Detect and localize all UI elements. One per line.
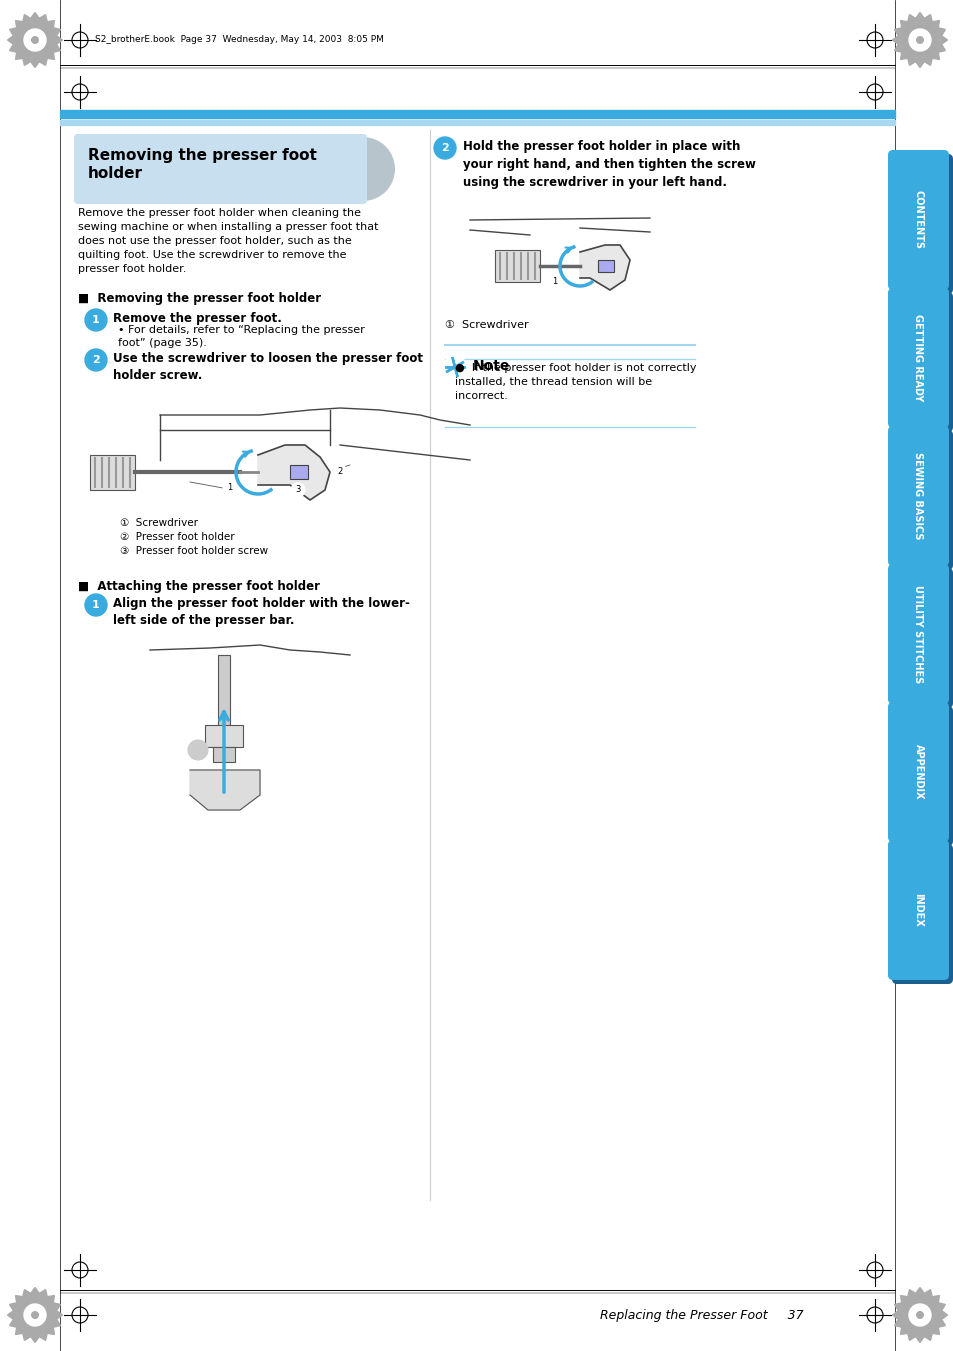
Polygon shape (8, 1288, 63, 1343)
Text: APPENDIX: APPENDIX (913, 744, 923, 800)
Circle shape (434, 136, 456, 159)
Bar (495, 250, 539, 282)
Text: holder: holder (88, 166, 143, 181)
Text: CONTENTS: CONTENTS (913, 190, 923, 250)
Text: INDEX: INDEX (913, 893, 923, 927)
Circle shape (916, 36, 923, 43)
Circle shape (333, 465, 347, 480)
Polygon shape (257, 444, 330, 500)
FancyBboxPatch shape (887, 703, 948, 842)
Polygon shape (579, 245, 629, 290)
Text: ■  Attaching the presser foot holder: ■ Attaching the presser foot holder (78, 580, 319, 593)
FancyBboxPatch shape (887, 288, 948, 428)
FancyBboxPatch shape (74, 134, 367, 204)
Text: SEWING BASICS: SEWING BASICS (913, 453, 923, 540)
FancyBboxPatch shape (887, 840, 948, 979)
Text: 2: 2 (440, 143, 449, 153)
Text: 1: 1 (227, 484, 233, 493)
Polygon shape (8, 12, 63, 68)
FancyBboxPatch shape (891, 844, 952, 984)
FancyBboxPatch shape (891, 154, 952, 295)
Text: Align the presser foot holder with the lower-
left side of the presser bar.: Align the presser foot holder with the l… (112, 597, 410, 627)
Bar (213, 747, 234, 762)
Text: Remove the presser foot.: Remove the presser foot. (112, 312, 281, 326)
Text: ①  Screwdriver: ① Screwdriver (120, 517, 198, 528)
Text: 3: 3 (295, 485, 300, 494)
Text: UTILITY STITCHES: UTILITY STITCHES (913, 585, 923, 684)
Text: Remove the presser foot holder when cleaning the
sewing machine or when installi: Remove the presser foot holder when clea… (78, 208, 378, 274)
Text: Use the screwdriver to loosen the presser foot
holder screw.: Use the screwdriver to loosen the presse… (112, 353, 422, 382)
Circle shape (443, 357, 465, 378)
Text: ②  Presser foot holder: ② Presser foot holder (120, 532, 234, 542)
Text: Removing the presser foot: Removing the presser foot (88, 149, 316, 163)
Circle shape (24, 28, 46, 51)
Circle shape (24, 1304, 46, 1325)
Text: Note: Note (473, 359, 510, 373)
Text: 2: 2 (92, 355, 100, 365)
Bar (218, 655, 230, 735)
Bar (90, 455, 135, 490)
Text: 1: 1 (92, 600, 100, 611)
Text: Hold the presser foot holder in place with
your right hand, and then tighten the: Hold the presser foot holder in place wi… (462, 141, 755, 189)
Polygon shape (892, 1288, 946, 1343)
FancyBboxPatch shape (887, 563, 948, 704)
Text: ●  If the presser foot holder is not correctly
installed, the thread tension wil: ● If the presser foot holder is not corr… (455, 363, 696, 401)
Text: ①  Screwdriver: ① Screwdriver (444, 320, 528, 330)
Polygon shape (190, 770, 260, 811)
FancyBboxPatch shape (887, 150, 948, 290)
Circle shape (547, 276, 561, 289)
Circle shape (223, 481, 236, 494)
Text: • For details, refer to “Replacing the presser
foot” (page 35).: • For details, refer to “Replacing the p… (118, 326, 364, 349)
Circle shape (31, 1312, 38, 1319)
FancyBboxPatch shape (887, 426, 948, 566)
FancyBboxPatch shape (891, 430, 952, 570)
Text: ■  Removing the presser foot holder: ■ Removing the presser foot holder (78, 292, 321, 305)
Polygon shape (892, 12, 946, 68)
FancyBboxPatch shape (891, 567, 952, 708)
Circle shape (291, 484, 305, 497)
Circle shape (85, 594, 107, 616)
Text: Replacing the Presser Foot     37: Replacing the Presser Foot 37 (599, 1309, 802, 1321)
Circle shape (85, 309, 107, 331)
Bar (598, 259, 614, 272)
Circle shape (31, 36, 38, 43)
Circle shape (908, 1304, 930, 1325)
Circle shape (916, 1312, 923, 1319)
FancyBboxPatch shape (891, 707, 952, 846)
Circle shape (908, 28, 930, 51)
Bar (60, 120, 894, 126)
Text: S2_brotherE.book  Page 37  Wednesday, May 14, 2003  8:05 PM: S2_brotherE.book Page 37 Wednesday, May … (95, 35, 383, 45)
Text: ③  Presser foot holder screw: ③ Presser foot holder screw (120, 546, 268, 557)
FancyBboxPatch shape (891, 292, 952, 432)
Bar (205, 725, 243, 747)
Text: 1: 1 (552, 277, 558, 286)
Circle shape (188, 740, 208, 761)
Bar (60, 109, 894, 118)
Text: 1: 1 (92, 315, 100, 326)
Text: GETTING READY: GETTING READY (913, 315, 923, 401)
Text: 2: 2 (337, 467, 342, 477)
Wedge shape (363, 136, 395, 201)
Circle shape (85, 349, 107, 372)
Bar (290, 465, 308, 480)
